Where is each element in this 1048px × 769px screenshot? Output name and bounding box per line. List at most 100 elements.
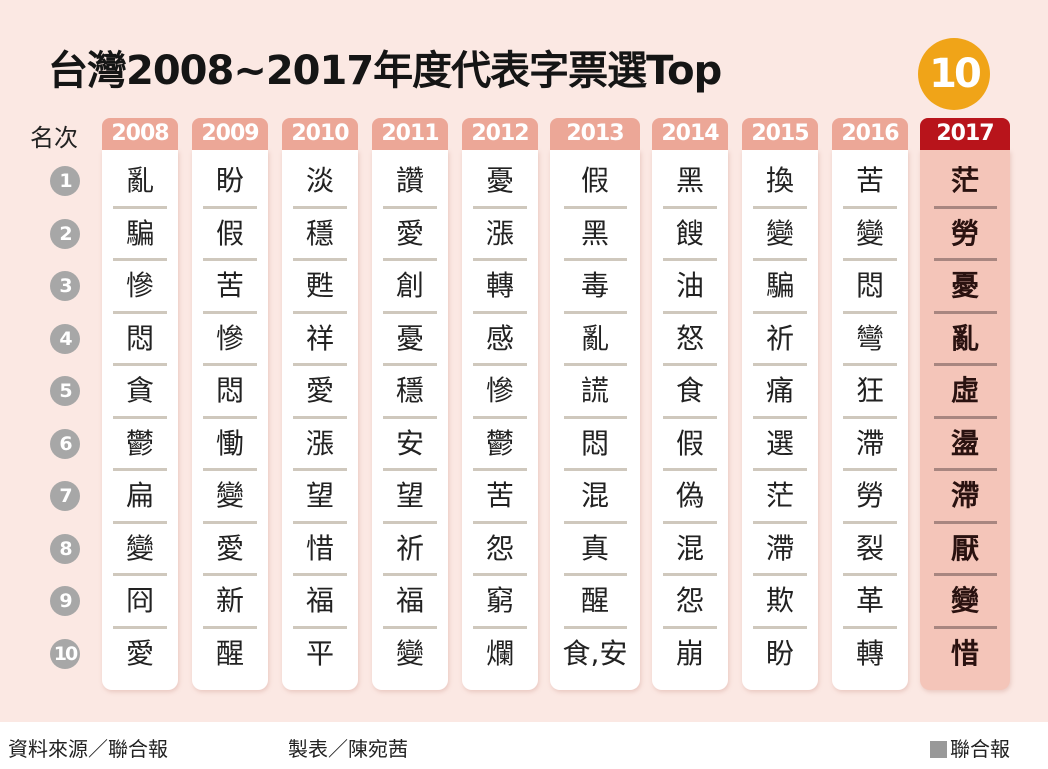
word-cell: 感	[485, 321, 514, 355]
word-cell: 鬱	[125, 426, 154, 460]
row-divider	[933, 363, 997, 366]
word-cell: 轉	[485, 269, 514, 302]
row-divider	[663, 415, 717, 419]
row-divider	[663, 625, 717, 629]
rank-circle: 1	[50, 166, 80, 196]
word-cell: 盼	[765, 636, 794, 670]
word-cell: 假	[580, 164, 609, 197]
year-column	[550, 150, 640, 690]
year-header: 2010	[282, 118, 358, 150]
row-divider	[113, 520, 167, 524]
row-divider	[383, 520, 437, 524]
word-cell: 虛	[950, 374, 979, 407]
word-cell: 望	[395, 479, 424, 512]
row-divider	[663, 573, 717, 576]
year-header: 2015	[742, 118, 818, 150]
word-cell: 憂	[950, 269, 979, 302]
rank-circle: 3	[50, 271, 80, 301]
word-cell: 創	[395, 269, 424, 302]
word-cell: 爛	[485, 636, 514, 670]
rank-circle: 10	[50, 638, 80, 669]
rank-circle: 6	[50, 428, 80, 459]
word-cell: 厭	[950, 531, 979, 565]
word-cell: 油	[675, 269, 704, 302]
year-header: 2016	[832, 118, 908, 150]
word-cell: 滯	[950, 479, 979, 512]
word-cell: 亂	[950, 321, 979, 355]
word-cell: 冏	[125, 584, 154, 617]
word-cell: 福	[395, 584, 424, 617]
word-cell: 悶	[855, 269, 884, 302]
word-cell: 窮	[485, 584, 514, 617]
row-divider	[203, 625, 257, 629]
word-cell: 黑	[675, 164, 704, 197]
row-divider	[473, 205, 527, 209]
word-cell: 愛	[215, 531, 244, 565]
row-divider	[383, 415, 437, 419]
row-divider	[753, 573, 807, 576]
word-cell: 苦	[855, 164, 884, 197]
row-divider	[753, 363, 807, 366]
word-cell: 變	[765, 216, 794, 250]
brand-square-icon	[930, 741, 947, 758]
word-cell: 欺	[765, 584, 794, 617]
word-cell: 混	[675, 531, 704, 565]
row-divider	[563, 520, 627, 524]
word-cell: 慟	[215, 426, 244, 460]
row-divider	[563, 363, 627, 366]
row-divider	[563, 415, 627, 419]
row-divider	[933, 625, 997, 629]
word-cell: 安	[395, 426, 424, 460]
word-cell: 望	[305, 479, 334, 512]
source-credit: 資料來源／聯合報	[8, 737, 168, 761]
word-cell: 毒	[580, 269, 609, 302]
word-cell: 福	[305, 584, 334, 617]
word-cell: 醒	[580, 584, 609, 617]
row-divider	[753, 468, 807, 471]
row-divider	[563, 625, 627, 629]
word-cell: 勞	[855, 479, 884, 512]
word-cell: 變	[950, 584, 979, 617]
rank-circle: 7	[50, 481, 80, 511]
row-divider	[113, 205, 167, 209]
word-cell: 祥	[305, 321, 334, 355]
brand-label: 聯合報	[950, 737, 1010, 761]
row-divider	[113, 363, 167, 366]
row-divider	[293, 310, 347, 314]
word-cell: 亂	[580, 321, 609, 355]
row-divider	[663, 520, 717, 524]
word-cell: 茫	[950, 164, 979, 197]
row-divider	[293, 573, 347, 576]
row-divider	[383, 258, 437, 261]
row-divider	[753, 625, 807, 629]
word-cell: 革	[855, 584, 884, 617]
row-divider	[473, 415, 527, 419]
rank-circle: 4	[50, 323, 80, 354]
word-cell: 裂	[855, 531, 884, 565]
word-cell: 變	[855, 216, 884, 250]
word-cell: 變	[215, 479, 244, 512]
year-header: 2017	[920, 118, 1010, 150]
word-cell: 黑	[580, 216, 609, 250]
row-divider	[843, 205, 897, 209]
word-cell: 慘	[215, 321, 244, 355]
word-cell: 漲	[305, 426, 334, 460]
row-divider	[383, 468, 437, 471]
row-divider	[753, 310, 807, 314]
word-cell: 苦	[485, 479, 514, 512]
word-cell: 變	[125, 531, 154, 565]
row-divider	[203, 205, 257, 209]
row-divider	[933, 205, 997, 209]
year-header: 2013	[550, 118, 640, 150]
row-divider	[933, 415, 997, 419]
word-cell: 祈	[765, 321, 794, 355]
word-cell: 亂	[125, 164, 154, 197]
word-cell: 彎	[855, 321, 884, 355]
row-divider	[113, 258, 167, 261]
word-cell: 食,安	[562, 636, 628, 670]
rank-circle: 2	[50, 218, 80, 249]
year-column	[102, 150, 178, 690]
word-cell: 慘	[125, 269, 154, 302]
row-divider	[203, 415, 257, 419]
row-divider	[563, 310, 627, 314]
